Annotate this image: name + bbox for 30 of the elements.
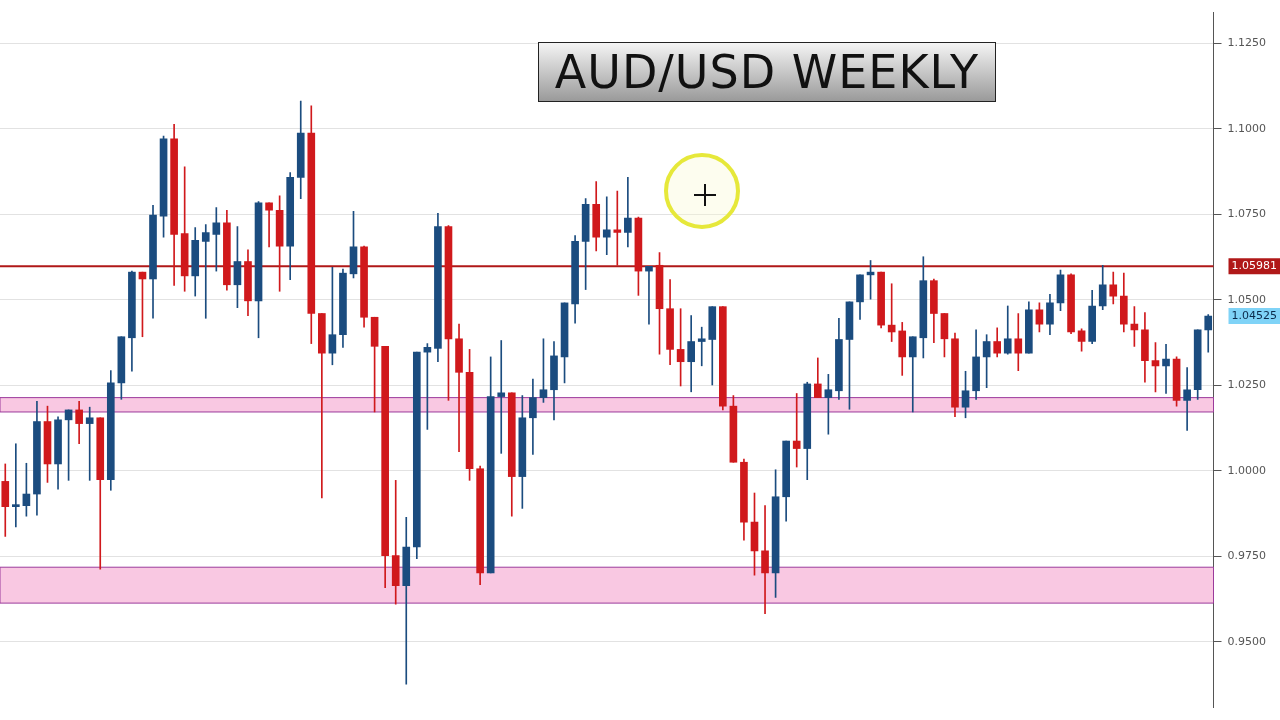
candlestick [645,265,653,325]
y-tick-label: 0.9750 [1227,549,1267,563]
candlestick [602,196,611,256]
candlestick [12,443,20,528]
candlestick [1183,367,1191,431]
text: AUD/USD WEEKLY [538,42,996,102]
candlestick [1162,343,1170,394]
text: 1.04525 [1231,308,1278,322]
candlestick [212,207,221,272]
candlestick [391,480,400,605]
y-tick-label: 1.0250 [1227,378,1267,392]
candlestick [201,224,210,319]
candlestick [1014,313,1023,371]
candlestick [318,313,326,499]
candlestick [402,516,411,685]
ref-line-label: 1.05981 [1231,259,1278,273]
y-tick-label: 1.1000 [1227,121,1267,135]
candlestick [497,340,506,454]
y-tick-label: 0.9500 [1227,634,1267,648]
candlestick [761,505,769,615]
y-tick-label: 1.1250 [1227,36,1267,50]
y-tick-label: 1.0000 [1227,463,1267,477]
candlestick [265,202,273,248]
candlestick [624,177,632,248]
y-tick-label: 1.0500 [1227,292,1267,306]
candlestick [697,326,706,367]
candlestick [85,406,94,481]
y-tick-label: 1.0750 [1227,207,1267,221]
candlestick [792,393,801,468]
candlestick [613,190,622,266]
